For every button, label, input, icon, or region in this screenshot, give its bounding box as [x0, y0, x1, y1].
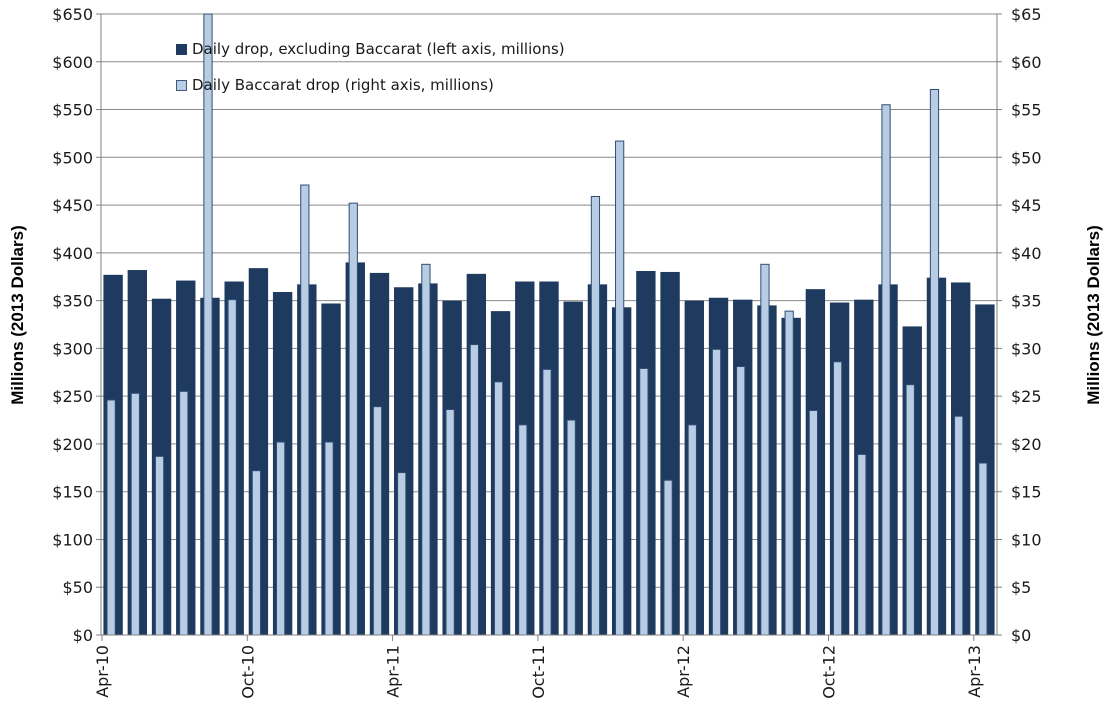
left-tick-label: $500: [52, 148, 93, 167]
left-tick-label: $150: [52, 483, 93, 502]
bar-baccarat-Oct-12: [832, 361, 843, 636]
bar-baccarat-Apr-12: [687, 424, 697, 636]
axes: [96, 13, 1002, 641]
bar-baccarat-Jan-13: [905, 384, 915, 636]
x-tick-label: Apr-13: [965, 645, 984, 698]
legend-label-baccarat: Daily Baccarat drop (right axis, million…: [192, 76, 494, 94]
bar-baccarat-Nov-12: [857, 453, 867, 636]
bar-baccarat-Jul-12: [760, 263, 770, 636]
bar-baccarat-Apr-10: [106, 399, 116, 636]
x-tick-label: Apr-10: [93, 645, 112, 698]
bar-baccarat-Jun-12: [736, 366, 746, 636]
right-tick-label: $10: [1011, 530, 1042, 549]
bar-baccarat-Mar-13: [954, 415, 964, 636]
right-tick-label: $65: [1011, 5, 1042, 24]
left-tick-label: $50: [62, 578, 93, 597]
right-tick-label: $5: [1011, 578, 1031, 597]
right-tick-label: $40: [1011, 244, 1042, 263]
x-tick-label: Oct-10: [238, 645, 257, 699]
bar-baccarat-Jul-10: [179, 390, 189, 636]
bar-baccarat-Sep-10: [227, 299, 237, 636]
right-tick-label: $35: [1011, 292, 1042, 311]
x-tick-label: Apr-12: [674, 645, 693, 698]
bar-baccarat-Sep-11: [518, 424, 528, 636]
left-tick-label: $400: [52, 244, 93, 263]
bar-baccarat-Aug-12: [784, 310, 794, 636]
right-tick-label: $60: [1011, 53, 1042, 72]
series-baccarat-bars: [106, 13, 988, 636]
x-tick-label: Oct-12: [819, 645, 838, 699]
bar-baccarat-Feb-13: [929, 88, 940, 636]
left-tick-label: $450: [52, 196, 93, 215]
bar-baccarat-Mar-11: [372, 406, 383, 636]
bar-baccarat-Apr-11: [397, 472, 407, 636]
legend-swatch-dark: [176, 43, 187, 55]
bar-baccarat-May-10: [130, 392, 140, 636]
bar-baccarat-Sep-12: [808, 409, 818, 636]
legend-item-baccarat: Daily Baccarat drop (right axis, million…: [176, 74, 565, 96]
right-tick-label: $0: [1011, 626, 1031, 645]
left-tick-label: $300: [52, 339, 93, 358]
right-tick-label: $25: [1011, 387, 1042, 406]
right-axis-title: Millions (2013 Dollars): [1084, 225, 1103, 405]
legend-label-non-baccarat: Daily drop, excluding Baccarat (left axi…: [192, 40, 565, 58]
bar-baccarat-Jan-11: [324, 441, 334, 636]
bar-baccarat-Jun-10: [154, 455, 165, 636]
left-tick-label: $0: [73, 626, 93, 645]
x-tick-label: Oct-11: [529, 645, 548, 699]
left-tick-label: $100: [52, 530, 93, 549]
bar-baccarat-Oct-10: [251, 470, 262, 636]
left-tick-label: $650: [52, 5, 93, 24]
x-tick-label: Apr-11: [384, 645, 403, 698]
right-tick-label: $45: [1011, 196, 1042, 215]
right-tick-label: $55: [1011, 101, 1042, 120]
right-tick-label: $15: [1011, 483, 1042, 502]
legend-item-non-baccarat: Daily drop, excluding Baccarat (left axi…: [176, 38, 565, 60]
left-axis-title: Millions (2013 Dollars): [8, 225, 27, 405]
left-tick-label: $550: [52, 101, 93, 120]
bar-baccarat-Nov-11: [566, 419, 576, 636]
bar-baccarat-Dec-12: [881, 104, 891, 636]
bar-baccarat-Feb-11: [348, 202, 358, 636]
bar-baccarat-Dec-11: [590, 195, 601, 636]
right-tick-label: $50: [1011, 148, 1042, 167]
right-tick-label: $20: [1011, 435, 1042, 454]
right-tick-label: $30: [1011, 339, 1042, 358]
legend-swatch-light: [176, 79, 187, 91]
x-tick-labels: Apr-10 Oct-10 Apr-11 Oct-11 Apr-12 Oct-12 Apr-…: [93, 645, 984, 699]
bar-baccarat-Apr-13: [978, 462, 988, 636]
legend: Daily drop, excluding Baccarat (left axi…: [176, 38, 565, 110]
left-tick-label: $600: [52, 53, 93, 72]
bar-baccarat-May-12: [711, 348, 722, 636]
left-tick-label: $250: [52, 387, 93, 406]
bar-baccarat-May-11: [421, 263, 431, 636]
bar-baccarat-Jan-12: [615, 140, 625, 636]
bar-baccarat-Dec-10: [300, 184, 310, 636]
bar-baccarat-Oct-11: [542, 368, 552, 636]
bar-baccarat-Nov-10: [276, 441, 286, 636]
left-y-tick-labels: $0 $50 $100 $150 $200 $250 $300 $350 $400 $450 $50…: [52, 5, 93, 645]
bar-baccarat-Feb-12: [639, 367, 649, 636]
right-y-tick-labels: $0 $5 $10 $15 $20 $25 $30 $35 $40 $45 $50 $55 $60 $65: [1011, 5, 1042, 645]
bar-baccarat-Aug-11: [493, 381, 504, 636]
left-tick-label: $200: [52, 435, 93, 454]
bar-baccarat-Jul-11: [469, 344, 479, 636]
bar-baccarat-Jun-11: [445, 409, 455, 636]
left-tick-label: $350: [52, 292, 93, 311]
bar-baccarat-Mar-12: [663, 479, 673, 636]
